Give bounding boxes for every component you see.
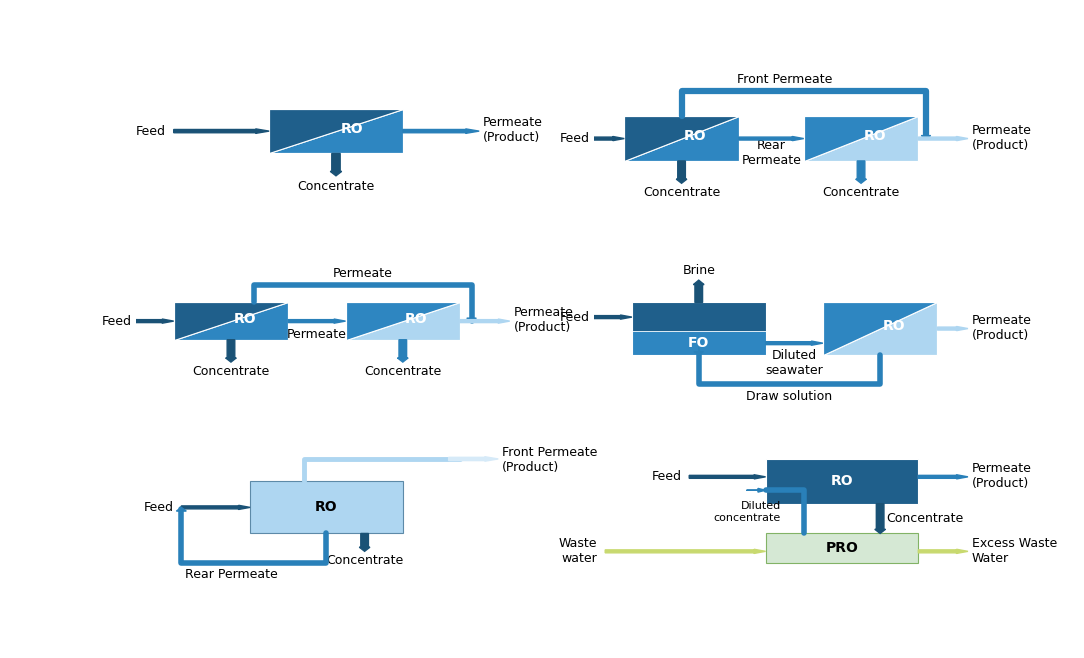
- FancyArrow shape: [403, 129, 479, 134]
- FancyArrow shape: [689, 475, 765, 479]
- Text: Feed: Feed: [651, 470, 682, 484]
- Polygon shape: [269, 109, 403, 153]
- Text: FO: FO: [688, 336, 709, 350]
- Text: Concentrate: Concentrate: [192, 365, 270, 378]
- Text: Permeate
(Product): Permeate (Product): [971, 314, 1032, 342]
- Text: Permeate: Permeate: [287, 328, 347, 341]
- FancyArrow shape: [594, 315, 632, 319]
- Text: Permeate
(Product): Permeate (Product): [514, 307, 573, 334]
- Text: Feed: Feed: [560, 132, 590, 145]
- FancyArrow shape: [467, 314, 476, 321]
- Polygon shape: [346, 303, 460, 340]
- Text: RO: RO: [882, 319, 905, 333]
- Text: Concentrate: Concentrate: [823, 186, 900, 199]
- Text: Waste
water: Waste water: [559, 538, 597, 565]
- Polygon shape: [173, 303, 288, 340]
- Polygon shape: [823, 303, 938, 355]
- FancyArrow shape: [765, 341, 823, 345]
- FancyArrow shape: [359, 534, 370, 551]
- FancyArrow shape: [739, 136, 803, 141]
- Polygon shape: [624, 116, 739, 161]
- Text: Draw solution: Draw solution: [747, 390, 833, 403]
- FancyArrow shape: [747, 488, 765, 492]
- FancyArrow shape: [938, 326, 968, 331]
- Text: Concentrate: Concentrate: [326, 554, 403, 567]
- Bar: [269, 109, 403, 153]
- Polygon shape: [173, 303, 288, 340]
- Text: Permeate: Permeate: [333, 267, 392, 280]
- FancyArrow shape: [605, 549, 765, 553]
- Text: Rear
Permeate: Rear Permeate: [741, 139, 801, 167]
- Bar: [632, 303, 765, 355]
- Text: Permeate
(Product): Permeate (Product): [483, 116, 543, 144]
- Text: Excess Waste
Water: Excess Waste Water: [971, 538, 1057, 565]
- Text: Feed: Feed: [144, 501, 173, 514]
- Bar: [765, 459, 918, 503]
- Text: Feed: Feed: [560, 311, 590, 324]
- Bar: [803, 116, 918, 161]
- Text: Concentrate: Concentrate: [297, 180, 375, 193]
- FancyArrow shape: [177, 507, 186, 517]
- Text: RO: RO: [684, 130, 707, 143]
- Text: RO: RO: [233, 313, 256, 326]
- Text: Diluted
concentrate: Diluted concentrate: [713, 501, 780, 522]
- FancyArrow shape: [449, 457, 499, 461]
- FancyArrow shape: [288, 319, 346, 323]
- Polygon shape: [803, 116, 918, 161]
- Bar: [632, 303, 765, 331]
- Text: Diluted
seawater: Diluted seawater: [765, 349, 823, 377]
- FancyArrow shape: [181, 505, 250, 509]
- FancyArrow shape: [136, 319, 173, 323]
- Text: Front Permeate
(Product): Front Permeate (Product): [502, 446, 597, 474]
- Text: RO: RO: [405, 313, 428, 326]
- Text: Concentrate: Concentrate: [886, 512, 963, 525]
- Bar: [173, 303, 288, 340]
- Polygon shape: [624, 116, 739, 161]
- FancyArrow shape: [594, 136, 624, 141]
- Text: Feed: Feed: [102, 315, 131, 328]
- Bar: [632, 331, 765, 355]
- FancyArrow shape: [694, 280, 705, 303]
- Text: RO: RO: [315, 500, 338, 515]
- Bar: [250, 481, 403, 534]
- Text: Front Permeate: Front Permeate: [737, 74, 833, 86]
- Bar: [346, 303, 460, 340]
- Text: RO: RO: [340, 122, 363, 136]
- FancyArrow shape: [676, 161, 687, 184]
- Text: Permeate
(Product): Permeate (Product): [971, 462, 1032, 490]
- FancyArrow shape: [398, 340, 409, 362]
- Bar: [624, 116, 739, 161]
- FancyArrow shape: [918, 136, 968, 141]
- Polygon shape: [346, 303, 460, 340]
- Text: Concentrate: Concentrate: [364, 365, 441, 378]
- FancyArrow shape: [331, 153, 341, 176]
- Bar: [823, 303, 938, 355]
- FancyArrow shape: [173, 129, 269, 134]
- Polygon shape: [803, 116, 918, 161]
- Text: RO: RO: [830, 474, 853, 488]
- FancyArrow shape: [460, 319, 509, 323]
- Text: Brine: Brine: [682, 264, 715, 277]
- FancyArrow shape: [921, 130, 931, 139]
- Text: Concentrate: Concentrate: [643, 186, 720, 199]
- Text: RO: RO: [864, 130, 886, 143]
- Polygon shape: [269, 109, 403, 153]
- FancyArrow shape: [855, 161, 866, 184]
- FancyArrow shape: [875, 503, 886, 534]
- Text: PRO: PRO: [826, 542, 859, 555]
- Text: Feed: Feed: [137, 124, 166, 138]
- Text: Rear Permeate: Rear Permeate: [184, 568, 278, 581]
- FancyArrow shape: [694, 347, 704, 355]
- FancyArrow shape: [225, 340, 236, 362]
- FancyArrow shape: [918, 475, 968, 479]
- Polygon shape: [823, 303, 938, 355]
- FancyArrow shape: [918, 549, 968, 553]
- Text: Permeate
(Product): Permeate (Product): [971, 124, 1032, 152]
- Bar: [765, 534, 918, 563]
